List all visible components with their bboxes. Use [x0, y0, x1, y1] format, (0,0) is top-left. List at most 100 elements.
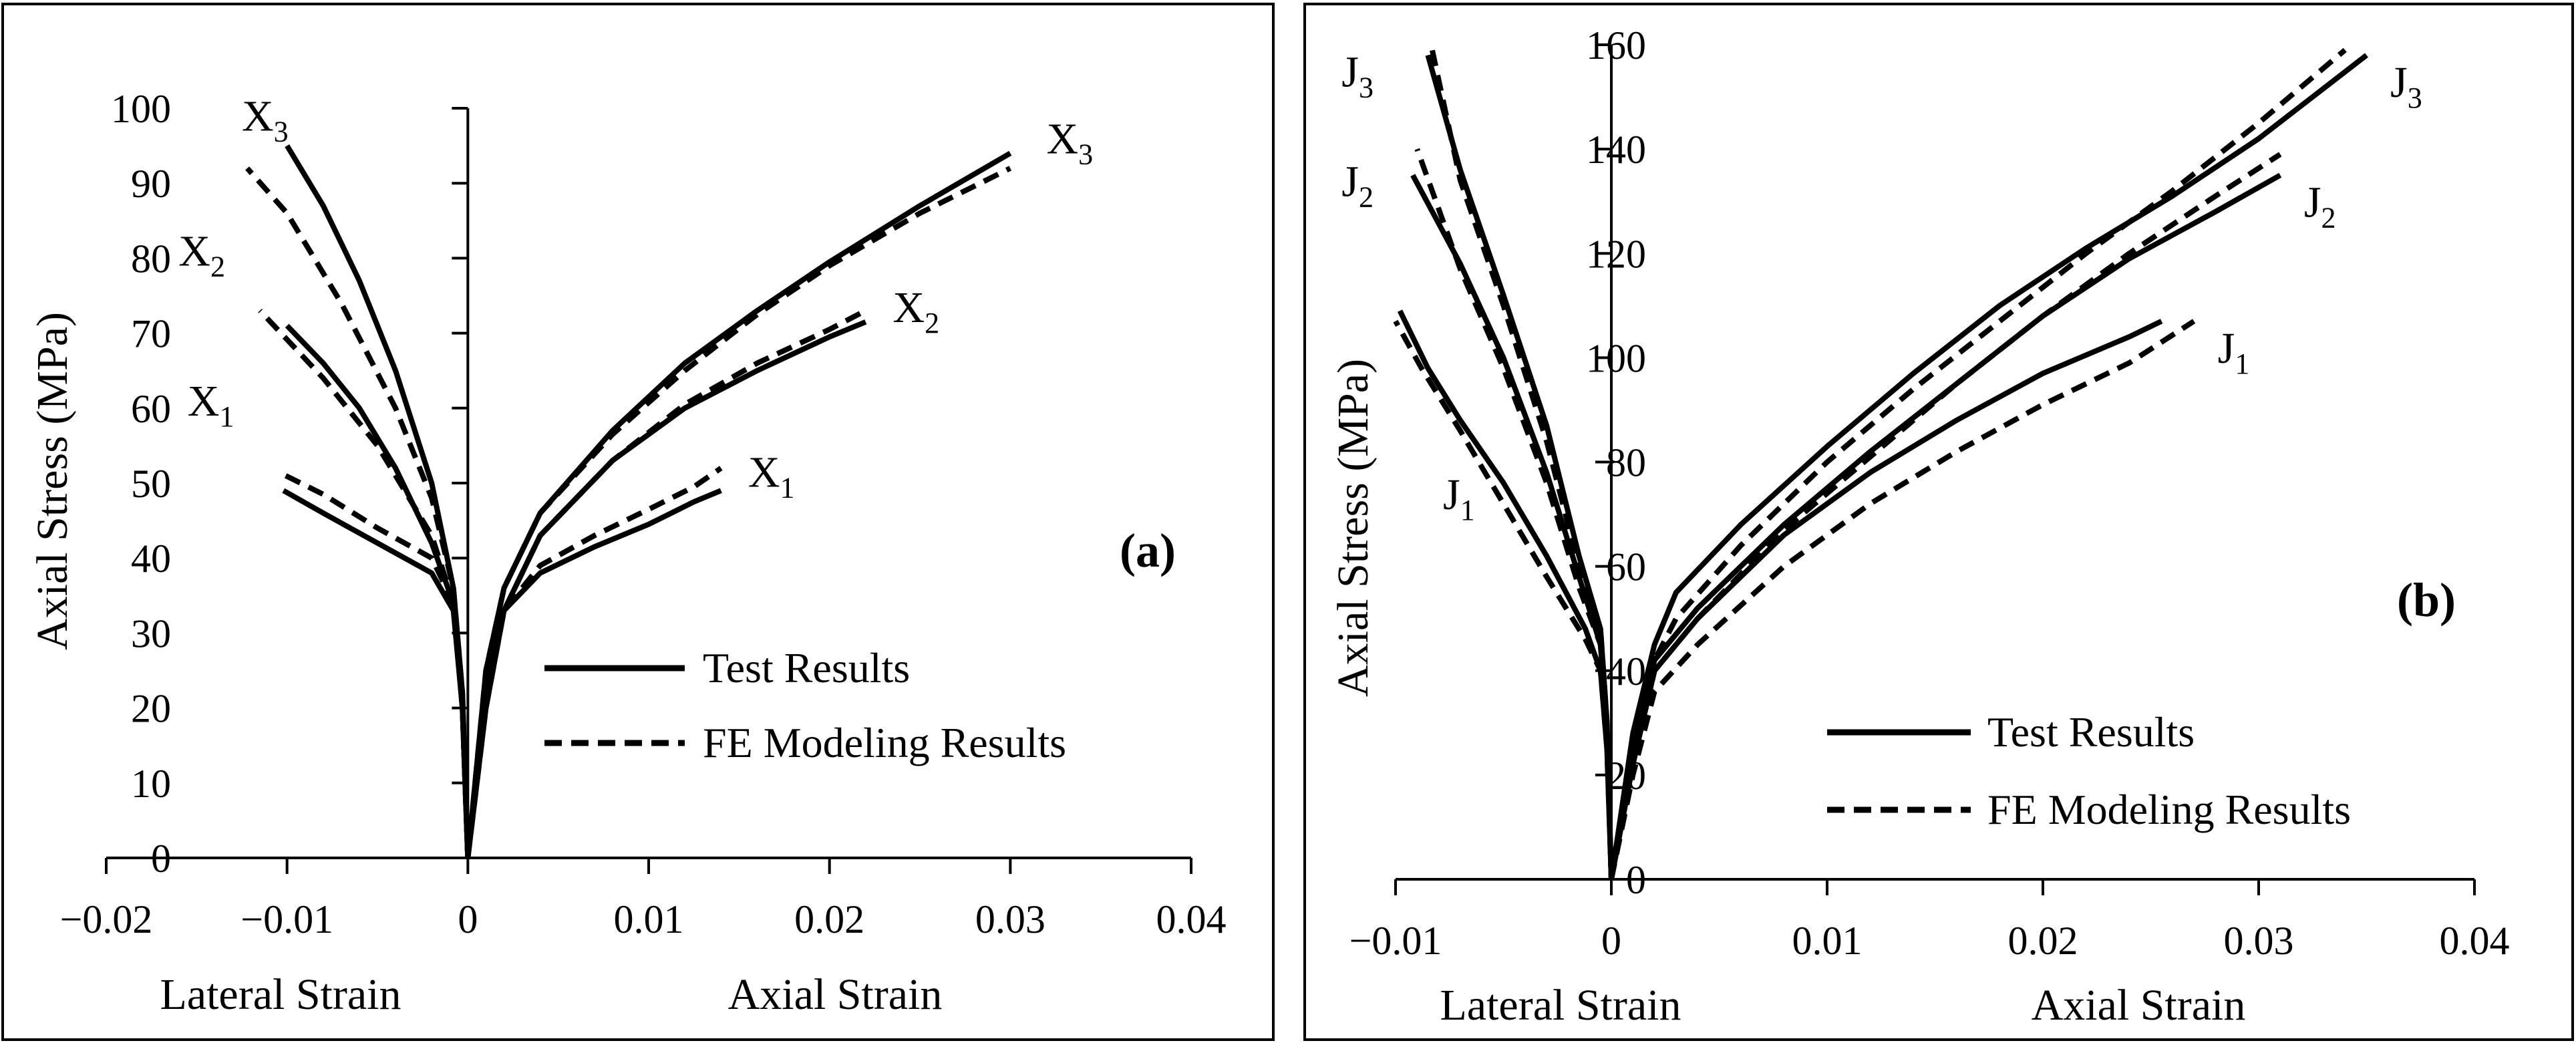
curve-label-base: X: [1046, 114, 1078, 163]
curve-label-x1: X1: [748, 448, 795, 504]
x-tick-label: −0.01: [240, 897, 333, 941]
x-tick-label: 0.04: [1156, 897, 1227, 941]
y-tick-label: 140: [1586, 128, 1646, 172]
panel-b-plot: −0.01 0 0.01 0.02 0.03 0.04020406080100120140…: [1341, 23, 2509, 963]
curve-label-subscript: 2: [1359, 180, 1374, 213]
y-tick-label: 60: [131, 387, 171, 431]
curve-label-base: X: [748, 448, 780, 497]
curve-label-base: J: [2304, 178, 2321, 227]
curve-label-x1: X1: [188, 377, 234, 433]
curve-label-base: J: [2390, 58, 2408, 107]
curve-label-base: X: [893, 283, 925, 332]
y-tick-label: 100: [111, 87, 171, 131]
panel-b-ylabel: Axial Stress (MPa): [1329, 359, 1378, 697]
panel-b: Axial Stress (MPa) Lateral Strain Axial …: [1303, 3, 2574, 1041]
x1-fe-axial-line: [465, 466, 723, 859]
curve-label-x2: X2: [178, 227, 225, 283]
legend-test-label: Test Results: [1987, 708, 2195, 756]
x-tick-label: 0: [1601, 919, 1621, 963]
curve-label-base: X: [242, 92, 274, 141]
panel-a-xlabel-lateral: Lateral Strain: [160, 970, 401, 1019]
x2-fe-lateral-line: [258, 309, 471, 859]
panel-a: Axial Stress (MPa) Lateral Strain Axial …: [1, 3, 1275, 1041]
x-tick-label: 0.03: [975, 897, 1045, 941]
curve-label-base: J: [1341, 157, 1359, 206]
curve-label-subscript: 3: [1078, 138, 1093, 170]
j3-fe-axial-line: [1609, 47, 2347, 880]
j1-fe-axial-line: [1609, 319, 2196, 880]
x-tick-label: 0.02: [794, 897, 864, 941]
x-tick-label: 0.02: [2008, 919, 2078, 963]
panel-a-id: (a): [1120, 524, 1176, 577]
curve-label-subscript: 3: [274, 116, 289, 148]
x3-test-lateral-line: [285, 144, 471, 859]
j1-fe-lateral-line: [1393, 319, 1614, 880]
curve-label-subscript: 2: [2321, 202, 2336, 235]
j3-test-lateral-line: [1425, 54, 1614, 880]
curve-label-subscript: 2: [210, 251, 225, 283]
x1-fe-lateral-line: [277, 469, 471, 859]
y-tick-label: 80: [1606, 441, 1646, 485]
panel-a-ylabel: Axial Stress (MPa): [28, 312, 77, 650]
j2-test-lateral-line: [1410, 174, 1614, 880]
curve-label-subscript: 1: [1460, 494, 1475, 527]
y-tick-label: 160: [1586, 23, 1646, 67]
curve-label-base: J: [1341, 47, 1359, 96]
curve-label-subscript: 3: [1359, 71, 1374, 104]
y-tick-label: 10: [131, 762, 171, 806]
y-tick-label: 60: [1606, 545, 1646, 589]
j2-test-axial-line: [1609, 172, 2282, 880]
y-tick-label: 40: [1606, 649, 1646, 694]
y-tick-label: 120: [1586, 232, 1646, 276]
x1-test-axial-line: [465, 488, 722, 859]
x-tick-label: −0.01: [1349, 919, 1442, 963]
curve-label-x2: X2: [893, 283, 939, 339]
curve-label-j3: J3: [1341, 47, 1374, 104]
panel-b-id: (b): [2397, 573, 2456, 627]
x-tick-label: 0.04: [2440, 919, 2510, 963]
y-tick-label: 0: [1626, 858, 1646, 902]
curve-label-x3: X3: [1046, 114, 1093, 170]
x-tick-label: 0.01: [614, 897, 684, 941]
legend-test-label: Test Results: [703, 644, 910, 692]
j3-fe-lateral-line: [1429, 49, 1614, 880]
x2-fe-axial-line: [465, 308, 867, 859]
curve-label-base: X: [188, 377, 220, 426]
j2-fe-axial-line: [1609, 152, 2282, 880]
y-tick-label: 80: [131, 237, 171, 281]
curve-label-base: J: [1443, 470, 1460, 519]
y-tick-label: 20: [131, 687, 171, 731]
legend-fe-label: FE Modeling Results: [1987, 786, 2351, 833]
curve-label-x3: X3: [242, 92, 289, 148]
curve-label-j1: J1: [2218, 324, 2250, 380]
curve-label-j2: J2: [2304, 178, 2336, 235]
y-tick-label: 0: [151, 837, 171, 881]
curve-label-j2: J2: [1341, 157, 1374, 213]
y-tick-label: 30: [131, 611, 171, 655]
legend-fe-label: FE Modeling Results: [703, 719, 1066, 766]
x1-test-lateral-line: [282, 488, 471, 859]
panel-b-legend: Test Results FE Modeling Results: [1827, 708, 2351, 833]
panel-a-legend: Test Results FE Modeling Results: [544, 644, 1066, 766]
curve-label-base: X: [178, 227, 210, 276]
j3-test-axial-line: [1609, 53, 2368, 880]
y-tick-label: 50: [131, 462, 171, 506]
panel-a-plot: −0.02 −0.01 0 0.01 0.02 0.03 0.04 0 10 20 30 40 50 60…: [60, 87, 1227, 941]
curve-label-subscript: 1: [219, 400, 234, 433]
panel-a-frame: [1, 3, 1275, 1041]
y-tick-label: 70: [131, 312, 171, 356]
curve-label-subscript: 1: [780, 472, 795, 504]
x3-fe-lateral-line: [245, 166, 471, 859]
curve-label-base: J: [2218, 324, 2235, 373]
x-tick-label: 0.03: [2224, 919, 2294, 963]
x-tick-label: 0.01: [1792, 919, 1863, 963]
y-tick-label: 100: [1586, 336, 1646, 380]
y-tick-label: 40: [131, 537, 171, 581]
x-tick-label: −0.02: [60, 897, 153, 941]
x3-fe-axial-line: [465, 166, 1012, 859]
curve-label-subscript: 2: [925, 307, 939, 339]
panel-b-frame: [1303, 3, 2574, 1041]
panel-a-xlabel-axial: Axial Strain: [728, 970, 943, 1019]
panel-b-xlabel-axial: Axial Strain: [2032, 981, 2246, 1030]
